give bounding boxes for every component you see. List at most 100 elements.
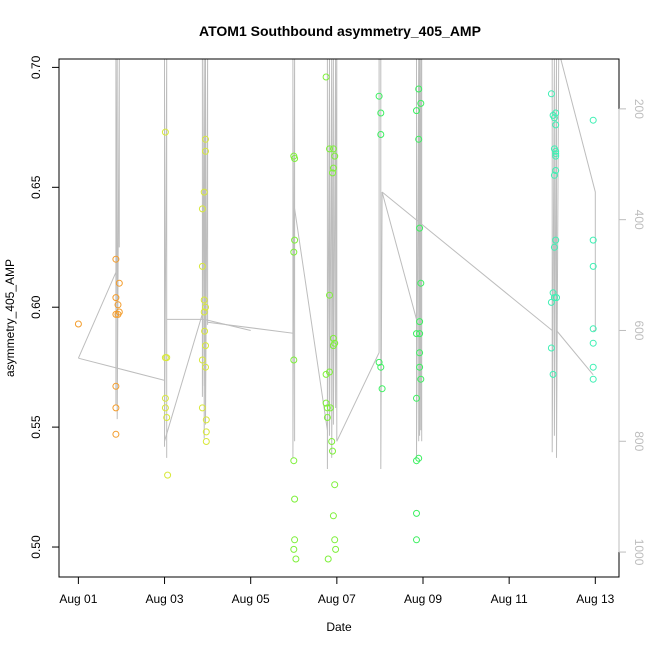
data-point (326, 291, 333, 299)
data-point (377, 131, 385, 138)
data-point (201, 327, 209, 335)
data-point (589, 116, 597, 124)
data-point (202, 438, 210, 445)
chart-title: ATOM1 Southbound asymmetry_405_AMP (199, 23, 481, 39)
y-tick-label: 0.60 (29, 295, 43, 319)
data-point (324, 555, 332, 563)
data-point (290, 457, 298, 465)
data-point (115, 308, 123, 316)
trace-line (78, 59, 168, 458)
x-tick-label: Aug 07 (318, 592, 356, 606)
data-point (550, 243, 558, 251)
data-point (329, 164, 337, 172)
data-point (375, 92, 383, 100)
data-point (200, 308, 208, 316)
data-point (198, 356, 206, 364)
data-point (322, 399, 330, 407)
data-point (413, 509, 420, 517)
data-point (550, 114, 558, 122)
data-point (112, 430, 120, 438)
data-point (416, 363, 424, 371)
data-point (329, 447, 336, 455)
data-point (112, 382, 120, 390)
data-point (291, 536, 299, 544)
y2-axis: 200 400 600 800 1000 (618, 99, 646, 566)
y-tick-label: 0.50 (29, 535, 43, 559)
y-tick-label: 0.70 (29, 55, 43, 79)
data-point (112, 255, 120, 263)
data-point (161, 404, 169, 412)
data-point (326, 145, 333, 153)
data-point (413, 536, 420, 544)
data-point (415, 135, 423, 143)
data-point (164, 471, 172, 479)
trace-line (207, 59, 296, 458)
x-tick-label: Aug 03 (146, 592, 184, 606)
plot-frame (58, 58, 620, 578)
data-point (589, 262, 597, 270)
data-point (112, 294, 120, 302)
x-tick-label: Aug 11 (491, 592, 528, 606)
trace-line (381, 59, 560, 458)
data-point (547, 344, 555, 352)
data-point (549, 370, 557, 378)
data-point (549, 289, 557, 297)
data-point (550, 294, 558, 302)
y2-tick-label: 400 (632, 210, 646, 230)
data-point (416, 330, 424, 338)
data-point (332, 545, 340, 553)
data-point (163, 354, 171, 362)
trace-line (164, 59, 209, 442)
data-point (589, 236, 597, 244)
x-tick-label: Aug 13 (576, 592, 614, 606)
data-point (552, 167, 560, 174)
points-layer (74, 73, 597, 563)
data-point (198, 205, 206, 213)
x-axis-label: Date (326, 620, 352, 634)
data-point (416, 318, 424, 326)
data-point (413, 394, 420, 402)
data-point (326, 404, 334, 412)
trace-line (326, 59, 338, 470)
data-point (202, 416, 210, 424)
data-point (413, 107, 420, 115)
trace-line (336, 59, 383, 470)
trace-line (166, 318, 205, 386)
x-tick-label: Aug 01 (59, 592, 97, 606)
data-point (329, 145, 337, 153)
data-point (415, 454, 423, 462)
data-point (331, 481, 339, 489)
data-point (552, 147, 560, 155)
data-point (200, 188, 208, 196)
data-point (416, 224, 424, 232)
trace-line (77, 59, 120, 420)
data-point (413, 457, 420, 465)
data-point (329, 169, 336, 177)
data-point (114, 301, 122, 309)
data-point (589, 363, 597, 371)
trace-line (556, 330, 594, 376)
data-point (290, 248, 298, 256)
data-point (378, 385, 386, 393)
data-point (161, 128, 169, 136)
data-point (202, 428, 210, 436)
data-point (291, 495, 299, 503)
y-axis: 0.50 0.55 0.60 0.65 0.70 (29, 55, 60, 559)
data-point (323, 404, 331, 412)
data-point (115, 279, 123, 287)
data-point (329, 512, 337, 520)
x-tick-label: Aug 09 (404, 592, 442, 606)
data-point (377, 109, 385, 117)
data-point (331, 339, 339, 347)
data-point (202, 342, 209, 350)
data-point (552, 121, 560, 129)
data-point (198, 262, 206, 270)
data-point (290, 356, 298, 364)
data-point (413, 330, 420, 338)
data-point (74, 320, 82, 328)
data-point (323, 414, 331, 421)
data-point (329, 334, 337, 342)
data-point (331, 152, 339, 160)
data-point (553, 294, 560, 302)
